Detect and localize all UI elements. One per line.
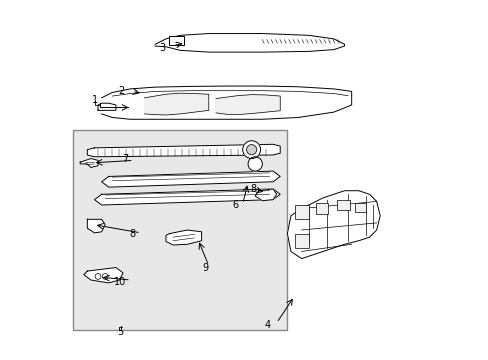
- Text: 6: 6: [232, 200, 238, 210]
- Polygon shape: [102, 171, 280, 187]
- FancyBboxPatch shape: [73, 130, 287, 330]
- Polygon shape: [87, 219, 105, 233]
- Text: 5: 5: [117, 327, 123, 337]
- Text: 3: 3: [159, 43, 165, 53]
- Text: 10: 10: [114, 277, 126, 287]
- Circle shape: [242, 141, 260, 158]
- Bar: [294, 205, 308, 219]
- Circle shape: [95, 274, 101, 279]
- Polygon shape: [102, 86, 351, 119]
- Bar: [315, 203, 328, 214]
- Polygon shape: [83, 267, 123, 283]
- Polygon shape: [216, 95, 280, 114]
- Circle shape: [102, 274, 108, 279]
- Text: 9: 9: [202, 262, 208, 273]
- Bar: [354, 203, 365, 212]
- Text: 1: 1: [92, 95, 98, 105]
- Polygon shape: [155, 33, 344, 52]
- Bar: [294, 234, 308, 248]
- Text: 7: 7: [122, 154, 128, 164]
- Polygon shape: [165, 230, 201, 245]
- Polygon shape: [87, 144, 280, 157]
- Polygon shape: [98, 103, 116, 111]
- Polygon shape: [255, 189, 276, 201]
- Circle shape: [247, 157, 262, 171]
- Text: 8: 8: [250, 184, 256, 194]
- Text: 4: 4: [264, 320, 270, 330]
- Text: 2: 2: [118, 86, 124, 96]
- Circle shape: [246, 145, 256, 155]
- Bar: [337, 200, 349, 210]
- Bar: [169, 36, 183, 45]
- Polygon shape: [144, 93, 208, 115]
- Polygon shape: [94, 189, 280, 205]
- Polygon shape: [287, 191, 380, 258]
- Text: 8: 8: [129, 229, 135, 239]
- Polygon shape: [80, 158, 98, 167]
